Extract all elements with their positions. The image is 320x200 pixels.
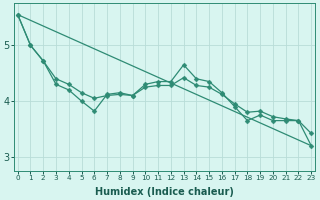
X-axis label: Humidex (Indice chaleur): Humidex (Indice chaleur) [95,187,234,197]
